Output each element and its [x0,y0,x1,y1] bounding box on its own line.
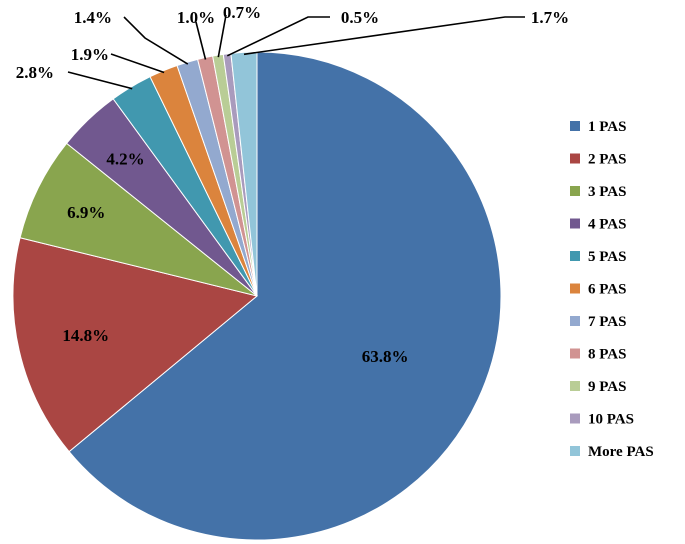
legend-swatch-6-pas [570,283,580,294]
legend-swatch-9-pas [570,381,580,391]
leader-line-more-pas [243,16,525,56]
data-label-9-pas: 0.7% [223,3,261,22]
legend-swatch-5-pas [570,251,580,261]
legend-label-4-pas: 4 PAS [588,217,626,233]
leader-line-5-pas [67,71,133,90]
legend-label-6-pas: 6 PAS [588,282,626,298]
pie-slices [12,51,502,541]
pie-slice-2-pas [12,237,259,453]
data-label-8-pas: 1.0% [177,8,215,27]
data-label-3-pas: 6.9% [67,203,105,222]
data-labels: 63.8% 14.8% 6.9% 4.2% 2.8% 1.9% 1.4% 1.0% 0.7% 0.… [16,3,569,366]
data-label-1-pas: 63.8% [362,347,409,366]
data-label-2-pas: 14.8% [62,326,109,345]
legend-swatch-7-pas [570,316,580,326]
legend-label-2-pas: 2 PAS [588,152,626,168]
data-label-7-pas: 1.4% [74,8,112,27]
data-label-5-pas: 2.8% [16,63,54,82]
legend-label-3-pas: 3 PAS [588,184,626,200]
legend-swatch-4-pas [570,218,580,229]
leader-line-7-pas [123,16,189,65]
data-label-10-pas: 0.5% [341,8,379,27]
legend-label-1-pas: 1 PAS [588,119,626,135]
legend-swatch-8-pas [570,348,580,359]
leader-lines [67,14,525,90]
legend-swatch-10-pas [570,413,580,424]
legend-label-7-pas: 7 PAS [588,314,626,330]
data-label-4-pas: 4.2% [106,149,144,168]
pie-slice-3-pas [19,142,258,297]
legend-swatch-more-pas [570,446,580,456]
legend-label-more-pas: More PAS [588,444,654,460]
data-label-6-pas: 1.9% [71,45,109,64]
legend-label-5-pas: 5 PAS [588,249,626,265]
leader-line-10-pas [226,16,330,57]
legend-label-8-pas: 8 PAS [588,347,626,363]
legend-label-9-pas: 9 PAS [588,379,626,395]
leader-line-9-pas [217,14,227,58]
legend-swatch-3-pas [570,186,580,196]
legend: 1 PAS 2 PAS 3 PAS 4 PAS 5 PAS 6 PAS 7 PAS 8 PAS… [570,119,654,460]
leader-line-8-pas [195,21,207,60]
pie-slice-1-pas [68,51,502,541]
legend-label-10-pas: 10 PAS [588,412,634,428]
leader-line-6-pas [110,53,165,74]
data-label-more-pas: 1.7% [531,8,569,27]
legend-swatch-2-pas [570,153,580,164]
legend-swatch-1-pas [570,121,580,131]
